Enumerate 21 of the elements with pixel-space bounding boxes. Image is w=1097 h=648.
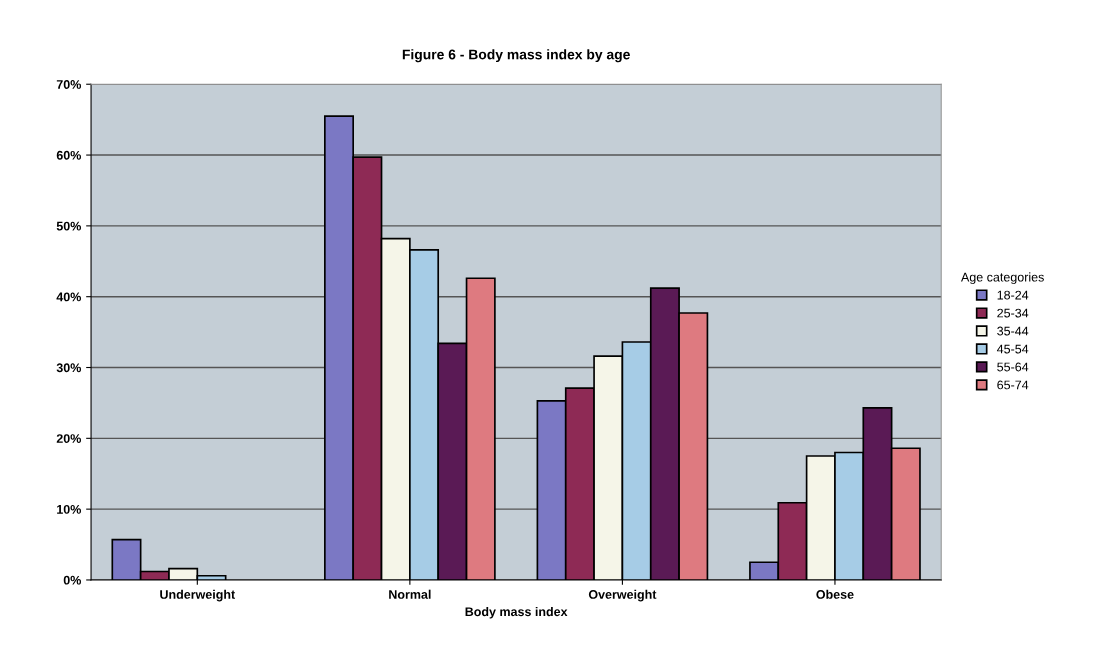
legend-label: 18-24 <box>997 290 1029 300</box>
y-tick-label: 0% <box>63 575 81 585</box>
y-tick-label: 70% <box>56 80 81 89</box>
legend-label: 65-74 <box>997 380 1029 390</box>
y-tick-label: 10% <box>57 504 81 514</box>
x-tick-label: Obese <box>816 589 854 599</box>
legend-label: 45-54 <box>996 344 1029 354</box>
legend-title: Age categories <box>961 272 1044 285</box>
y-tick-label: 30% <box>56 363 81 373</box>
x-tick-label: Normal <box>389 589 431 599</box>
y-tick-label: 20% <box>56 434 81 443</box>
x-axis-title: Body mass index <box>465 606 568 619</box>
chart-title: Figure 6 - Body mass index by age <box>402 49 630 63</box>
legend-label: 35-44 <box>997 326 1029 336</box>
legend-label: 25-34 <box>997 308 1029 318</box>
x-tick-label: Overweight <box>588 589 657 602</box>
x-tick-label: Underweight <box>160 589 236 602</box>
y-tick-label: 40% <box>56 292 81 302</box>
legend-label: 55-64 <box>997 362 1029 372</box>
y-tick-label: 60% <box>56 150 81 160</box>
y-tick-label: 50% <box>56 221 81 231</box>
